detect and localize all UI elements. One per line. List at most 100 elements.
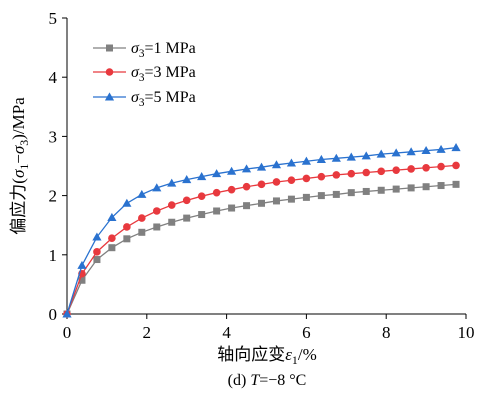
legend-marker <box>104 92 115 101</box>
data-point <box>138 228 146 236</box>
data-point <box>152 207 161 215</box>
data-point <box>93 248 101 256</box>
data-point <box>77 260 87 269</box>
data-point <box>451 143 461 152</box>
data-point <box>226 166 237 175</box>
data-point <box>108 244 116 252</box>
y-tick-label: 5 <box>49 9 58 28</box>
data-point <box>198 211 206 219</box>
data-point <box>122 198 132 207</box>
data-point <box>153 223 161 231</box>
data-point <box>212 169 222 178</box>
data-point <box>138 214 146 222</box>
data-point <box>242 182 251 191</box>
data-point <box>271 160 282 169</box>
data-point <box>92 232 102 241</box>
y-ticks: 0 1 2 3 4 5 <box>49 9 67 324</box>
data-point <box>407 165 415 173</box>
data-point <box>317 192 325 200</box>
data-point <box>241 164 252 173</box>
data-point <box>331 153 341 162</box>
legend-item: σ3=5 MPa <box>93 89 196 109</box>
legend-marker <box>106 44 113 52</box>
series-layer <box>62 143 461 318</box>
data-point <box>123 235 131 243</box>
x-tick-label: 8 <box>382 323 391 342</box>
data-point <box>256 162 267 171</box>
data-point <box>347 189 355 197</box>
data-point <box>362 168 371 177</box>
x-tick-label: 6 <box>302 323 311 342</box>
y-tick-label: 1 <box>49 246 58 265</box>
x-tick-label: 2 <box>143 323 152 342</box>
data-point <box>62 309 72 318</box>
data-point <box>392 185 400 193</box>
data-point <box>407 184 415 192</box>
data-point <box>168 218 176 226</box>
legend-item: σ3=1 MPa <box>93 40 196 60</box>
data-point <box>452 161 460 170</box>
data-point <box>197 192 206 200</box>
data-point <box>227 185 236 194</box>
data-point <box>437 162 445 171</box>
series-3 <box>62 143 461 318</box>
data-point <box>257 180 266 189</box>
legend-item: σ3=3 MPa <box>93 64 196 84</box>
data-point <box>391 148 401 157</box>
legend-label: σ3=3 MPa <box>131 64 196 84</box>
legend-marker <box>105 68 114 76</box>
data-point <box>258 199 266 207</box>
data-point <box>422 163 430 172</box>
y-tick-label: 4 <box>49 68 58 87</box>
data-point <box>152 183 162 192</box>
data-point <box>317 172 326 181</box>
y-tick-label: 2 <box>49 187 58 206</box>
data-point <box>421 146 431 155</box>
x-axis-title: 轴向应变ε1/% <box>217 345 317 367</box>
data-point <box>332 190 340 198</box>
data-point <box>422 183 430 191</box>
data-point <box>452 180 460 188</box>
data-point <box>437 182 445 190</box>
data-point <box>287 195 295 203</box>
data-point <box>243 202 251 210</box>
y-tick-label: 0 <box>49 305 58 324</box>
data-point <box>377 167 386 176</box>
data-point <box>406 147 416 156</box>
series-2 <box>63 161 460 318</box>
x-tick-label: 10 <box>458 323 475 342</box>
data-point <box>182 175 192 184</box>
series-1 <box>63 180 460 318</box>
data-point <box>107 212 117 221</box>
data-point <box>213 207 221 215</box>
data-point <box>167 201 176 209</box>
data-point <box>287 176 296 185</box>
data-point <box>78 276 86 284</box>
data-point <box>392 166 400 174</box>
data-point <box>362 187 370 195</box>
legend-label: σ3=1 MPa <box>131 40 196 60</box>
data-point <box>347 169 356 178</box>
data-point <box>302 193 310 201</box>
data-point <box>167 178 177 187</box>
x-tick-label: 4 <box>222 323 231 342</box>
data-point <box>302 174 311 183</box>
data-point <box>93 256 101 264</box>
data-point <box>272 178 281 186</box>
data-point <box>361 151 371 160</box>
data-point <box>182 196 191 205</box>
legend: σ3=1 MPa σ3=3 MPa σ3=5 MPa <box>93 40 196 109</box>
x-tick-label: 0 <box>63 323 72 342</box>
data-point <box>272 197 280 205</box>
figure-caption: (d) T=−8 °C <box>228 372 307 389</box>
axes <box>66 18 466 315</box>
data-point <box>301 156 311 165</box>
data-point <box>228 204 236 212</box>
data-point <box>316 154 326 163</box>
data-point <box>183 214 191 222</box>
data-point <box>123 223 131 231</box>
data-point <box>197 172 207 181</box>
y-tick-label: 3 <box>49 127 58 146</box>
data-point <box>286 158 297 167</box>
